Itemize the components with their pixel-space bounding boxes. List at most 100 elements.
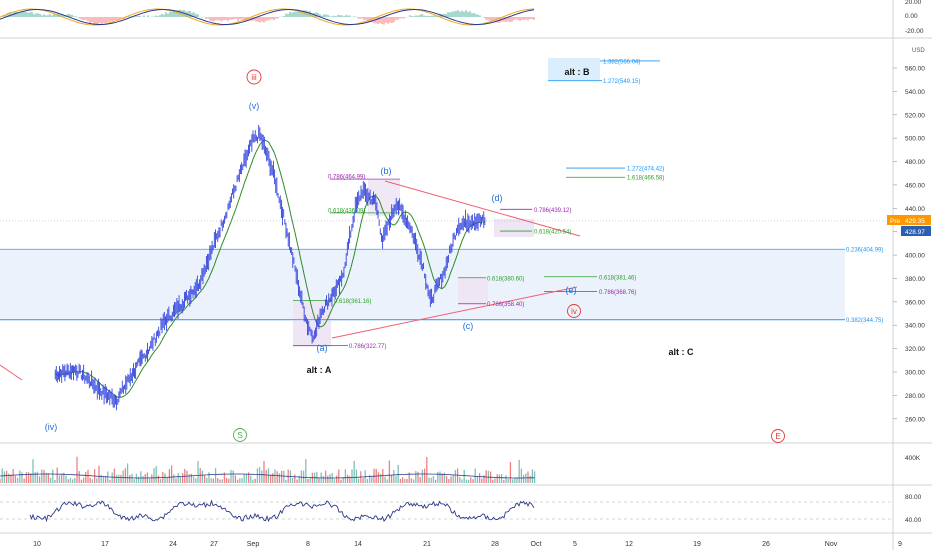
price-tag-last — [901, 226, 931, 236]
wave-s-label: S — [237, 431, 242, 440]
fib-level-label: 0.618(361.16) — [334, 299, 371, 305]
time-axis-tick: Nov — [825, 541, 838, 548]
wave-E-label: E — [775, 432, 780, 441]
fib-level-label: 0.618(381.46) — [599, 275, 636, 281]
volume-ma-line — [0, 473, 535, 479]
alt-c-label: alt : C — [668, 347, 694, 357]
fib-level-label: 1.272(474.42) — [627, 167, 664, 173]
time-axis-tick: 8 — [306, 541, 310, 548]
price-axis-tick: 500.00 — [905, 136, 925, 143]
time-axis-tick: Oct — [531, 541, 542, 548]
macd-axis: 20.00 0.00 -20.00 — [905, 0, 924, 35]
fib-level-label: 0.786(464.99) — [328, 175, 365, 181]
price-bars — [54, 124, 486, 411]
macd-axis-tick: 20.00 — [905, 0, 922, 6]
time-axis: 10 17 24 27 Sep 8 14 21 28 Oct 5 12 19 26 Nov 9 — [33, 541, 902, 548]
fib-level-label: 0.786(322.77) — [349, 344, 386, 350]
time-axis-tick: 9 — [898, 541, 902, 548]
price-axis-tick: 460.00 — [905, 182, 925, 189]
fib-level-label: 0.618(420.54) — [534, 230, 571, 236]
volume-bars — [0, 456, 536, 483]
price-axis-tick: 360.00 — [905, 299, 925, 306]
rsi-line — [29, 499, 535, 523]
macd-axis-tick: 0.00 — [905, 13, 918, 20]
triangle-zone — [0, 250, 845, 321]
macd-histogram — [0, 9, 535, 25]
rsi-axis-tick-80: 80.00 — [905, 494, 922, 501]
fib-level-label: 0.618(436.09) — [328, 208, 365, 214]
price-axis-tick: 380.00 — [905, 276, 925, 283]
time-axis-tick: 26 — [762, 541, 770, 548]
alt-a-label: alt : A — [307, 365, 332, 375]
price-pane[interactable]: 1.382(566.04) 1.272(549.15) 1.272(474.42) 1… — [0, 48, 931, 443]
price-axis-tick: 340.00 — [905, 323, 925, 330]
fib-level-label: 0.786(368.76) — [599, 290, 636, 296]
time-axis-tick: 27 — [210, 541, 218, 548]
price-tag-last-value: 428.97 — [905, 229, 925, 236]
price-tag-pre — [887, 215, 931, 225]
time-axis-tick: 21 — [423, 541, 431, 548]
price-axis: USD 560.00 540.00 520.00 500.00 480.00 460.00… — [887, 48, 931, 423]
price-axis-tick: 480.00 — [905, 159, 925, 166]
box-alt-b — [548, 58, 600, 80]
price-tag-pre-value: 429.35 — [905, 218, 925, 225]
time-axis-tick: 12 — [625, 541, 633, 548]
rsi-pane[interactable]: 80.00 40.00 — [0, 494, 922, 524]
fib-level-label: 0.382(344.75) — [846, 318, 883, 324]
time-axis-tick: 17 — [101, 541, 109, 548]
moving-average-line — [55, 139, 485, 398]
macd-axis-tick: -20.00 — [905, 28, 924, 35]
price-axis-tick: 300.00 — [905, 370, 925, 377]
volume-axis-tick: 400K — [905, 455, 921, 462]
volume-pane[interactable]: 400K — [0, 455, 921, 483]
time-axis-tick: 10 — [33, 541, 41, 548]
price-axis-tick: 280.00 — [905, 393, 925, 400]
price-axis-tick: 520.00 — [905, 112, 925, 119]
rsi-axis-tick-40: 40.00 — [905, 517, 922, 524]
wave-labels: iii (v) (iv) (a) (b) (c) (d) (e) iv S E … — [45, 67, 785, 443]
time-axis-tick: 28 — [491, 541, 499, 548]
fib-level-label: 0.236(404.99) — [846, 248, 883, 254]
wave-d-label: (d) — [492, 193, 503, 203]
fib-level-label: 1.272(549.15) — [603, 79, 640, 85]
wave-iii-label: iii — [251, 73, 257, 82]
price-axis-tick: 400.00 — [905, 253, 925, 260]
trendlines — [0, 180, 581, 381]
fib-level-label: 1.618(466.58) — [627, 176, 664, 182]
macd-pane[interactable]: 20.00 0.00 -20.00 — [0, 0, 924, 35]
time-axis-tick: 24 — [169, 541, 177, 548]
fib-level-label: 1.382(566.04) — [603, 59, 640, 65]
wave-a-label: (a) — [317, 343, 328, 353]
price-axis-tick: 540.00 — [905, 89, 925, 96]
price-axis-tick: 260.00 — [905, 416, 925, 423]
box-c — [458, 277, 488, 305]
wave-c-label: (c) — [463, 321, 474, 331]
time-axis-tick: 5 — [573, 541, 577, 548]
wave-s-circle — [233, 428, 247, 442]
macd-line — [0, 8, 534, 26]
price-axis-tick: 560.00 — [905, 66, 925, 73]
macd-signal-line — [0, 9, 535, 25]
wave-v-label: (v) — [249, 101, 260, 111]
box-d — [494, 219, 534, 237]
price-tag-pre-label: Pre — [890, 218, 901, 225]
price-axis-tick: 320.00 — [905, 346, 925, 353]
time-axis-tick: 19 — [693, 541, 701, 548]
fib-level-label: 0.618(380.60) — [487, 276, 524, 282]
fib-level-label: 0.786(439.12) — [534, 208, 571, 214]
axis-currency-label: USD — [912, 48, 925, 54]
wave-e-circle — [771, 429, 785, 443]
price-axis-tick: 440.00 — [905, 206, 925, 213]
wave-iv-circle — [567, 304, 581, 318]
time-axis-tick: Sep — [247, 541, 260, 548]
fib-labels: 1.382(566.04) 1.272(549.15) 1.272(474.42) 1… — [328, 59, 883, 349]
fib-levels — [0, 60, 845, 346]
time-axis-tick: 14 — [354, 541, 362, 548]
wave-iv-label: iv — [571, 307, 577, 316]
wave-b-label: (b) — [381, 166, 392, 176]
alt-b-label: alt : B — [564, 67, 590, 77]
wave-e-label: (e) — [566, 285, 577, 295]
fib-level-label: 0.786(358.40) — [487, 302, 524, 308]
wave-iii-circle — [246, 69, 262, 85]
